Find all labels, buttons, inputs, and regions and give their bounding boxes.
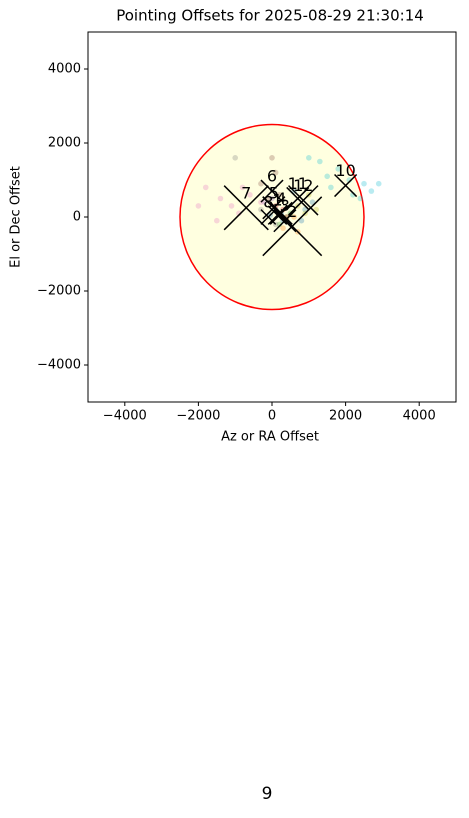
offset-point	[306, 155, 312, 161]
center-label: 8	[263, 193, 273, 212]
offset-point	[328, 184, 334, 191]
center-cross	[262, 196, 323, 257]
center-cross	[288, 185, 319, 216]
chart-title: Pointing Offsets for 2025-08-29 21:30:14	[116, 7, 424, 25]
offset-point	[357, 195, 364, 202]
offset-point	[375, 180, 382, 187]
offset-point	[214, 217, 220, 224]
x-axis-label: Az or RA Offset	[221, 430, 319, 445]
x-tick-label: 4000	[403, 409, 436, 424]
x-tick-label: −4000	[103, 409, 147, 424]
offset-point	[269, 155, 275, 161]
offset-point	[272, 169, 279, 176]
center-marker	[260, 209, 277, 225]
y-tick-label: −4000	[37, 358, 81, 373]
center-marker	[273, 209, 297, 233]
center-cross	[223, 185, 269, 231]
y-tick-label: −2000	[37, 284, 81, 299]
page-number: 9	[262, 784, 273, 804]
plot-frame	[87, 31, 457, 403]
center-label: 3	[280, 196, 290, 215]
center-label: 7	[241, 183, 251, 202]
offset-point	[335, 166, 342, 172]
center-label: 4	[276, 189, 286, 208]
offset-point	[228, 203, 235, 209]
offset-point	[361, 180, 367, 187]
offset-point	[324, 173, 331, 180]
offset-point	[202, 184, 209, 191]
center-cross	[267, 205, 288, 225]
y-tick-label: 2000	[48, 136, 81, 151]
offset-point	[317, 158, 323, 165]
offset-point	[291, 214, 297, 220]
center-label: 12	[293, 176, 313, 195]
offset-point	[217, 195, 224, 202]
tolerance-circle	[179, 123, 365, 311]
offset-point	[195, 203, 202, 209]
y-tick-label: 0	[73, 210, 81, 225]
x-tick-label: 2000	[329, 409, 362, 424]
offset-point	[232, 155, 238, 161]
y-axis-label: El or Dec Offset	[9, 166, 24, 268]
center-cross	[334, 173, 358, 198]
center-cross	[269, 201, 293, 225]
center-label: 11	[288, 174, 308, 193]
center-marker	[269, 201, 293, 225]
center-cross	[273, 209, 297, 233]
center-label: 6	[267, 167, 277, 186]
center-label: 1	[272, 191, 282, 210]
x-tick-label: −2000	[176, 409, 220, 424]
offset-point	[239, 184, 246, 191]
offset-point	[247, 192, 253, 198]
center-marker	[223, 185, 269, 231]
center-marker	[260, 179, 284, 203]
y-tick-label: 4000	[48, 62, 81, 77]
offset-point	[280, 225, 286, 231]
center-marker	[288, 185, 319, 216]
center-marker	[334, 173, 358, 198]
center-cross	[260, 179, 284, 203]
offset-point	[368, 188, 375, 194]
center-marker	[286, 186, 310, 211]
center-cross	[260, 209, 277, 225]
x-tick-label: 0	[268, 409, 276, 424]
center-label: 10	[335, 161, 355, 180]
offset-point	[269, 195, 275, 202]
center-cross	[286, 186, 310, 211]
